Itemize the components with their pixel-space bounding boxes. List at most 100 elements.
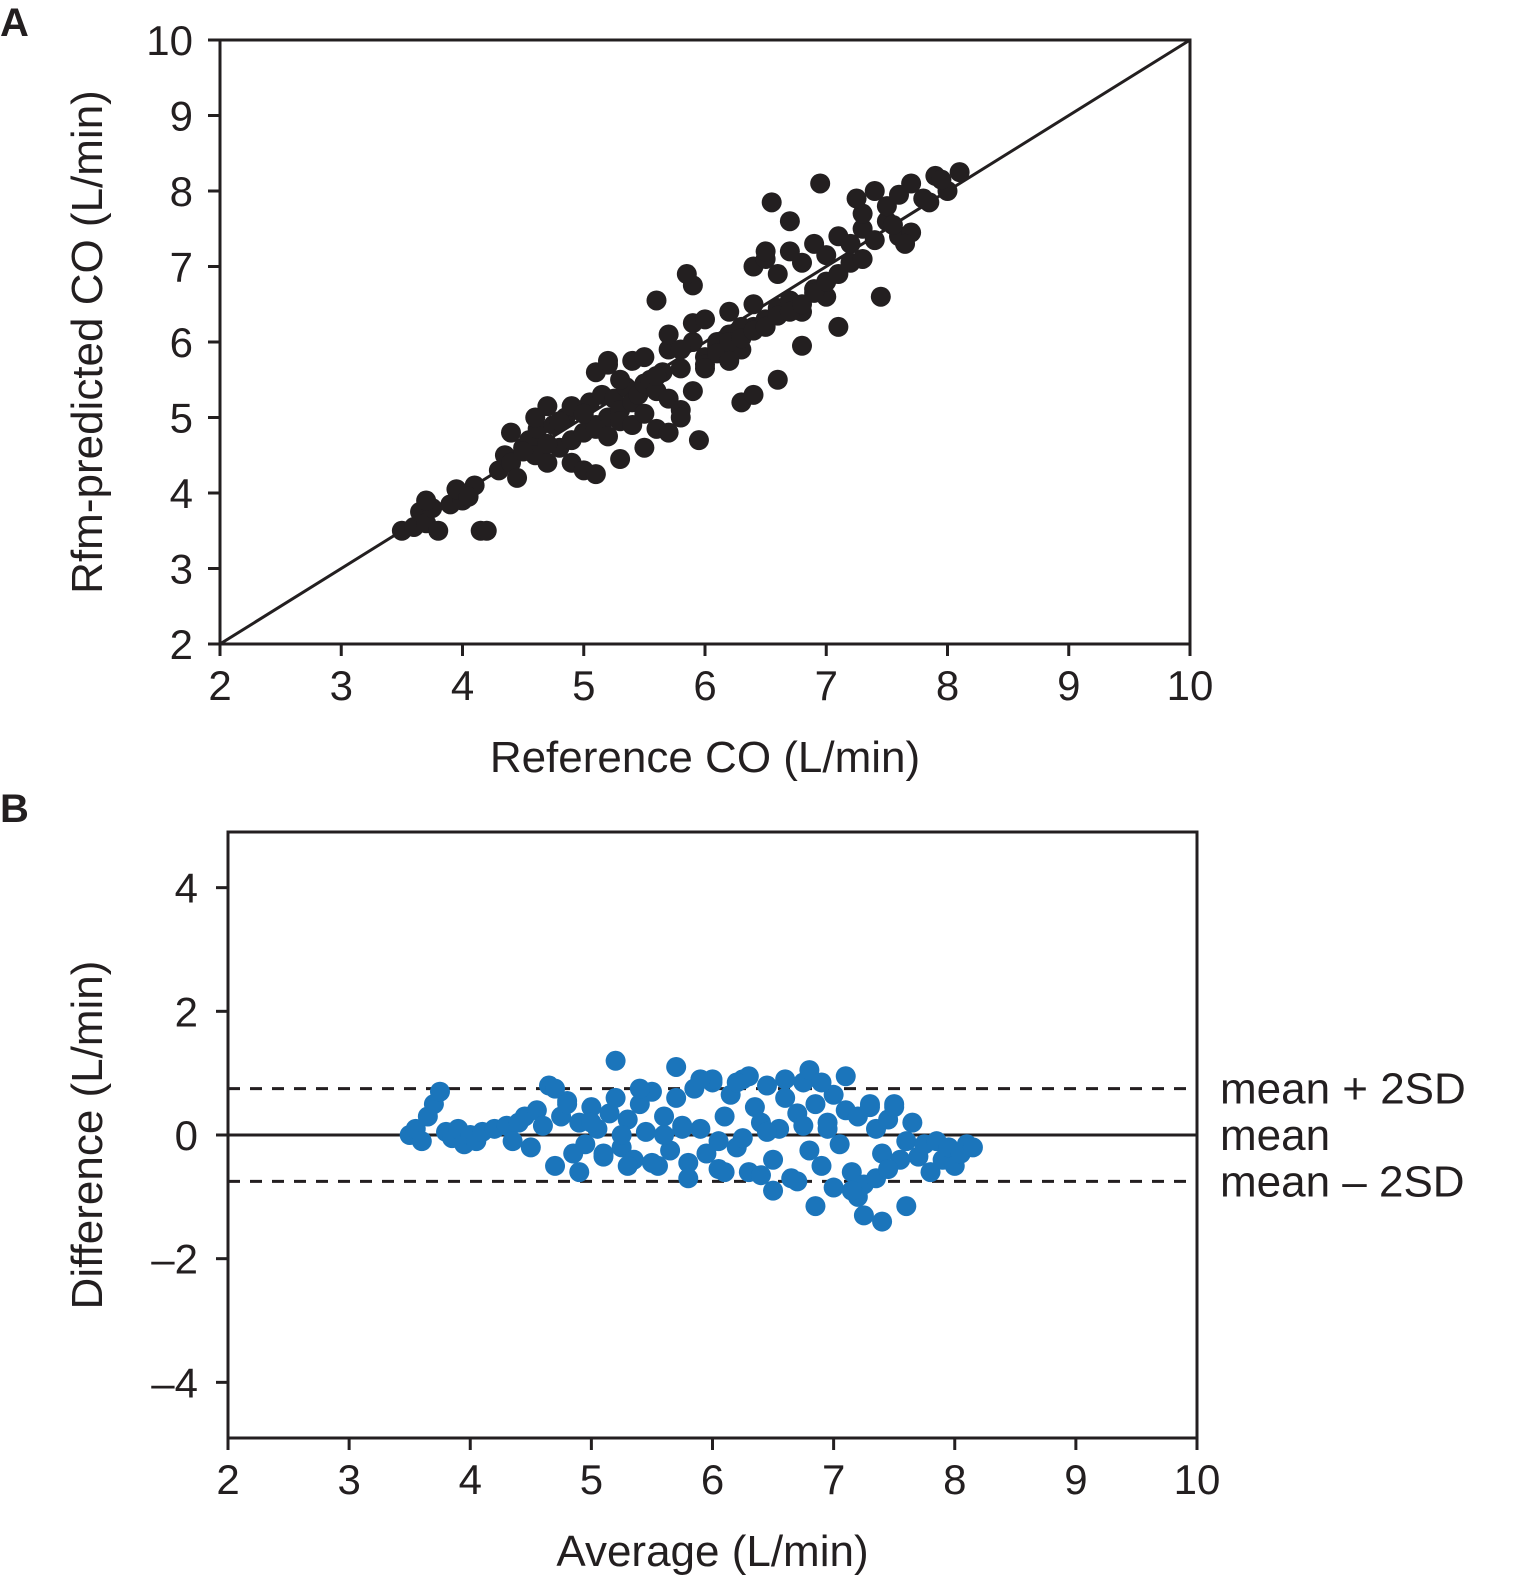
y-tick-label: –2: [151, 1236, 198, 1283]
data-point: [557, 1094, 578, 1115]
y-tick-label: 2: [175, 988, 198, 1035]
data-point: [658, 324, 679, 345]
data-point: [931, 169, 952, 190]
data-point: [660, 1140, 681, 1161]
data-point: [872, 1143, 893, 1164]
data-point: [416, 490, 437, 511]
x-tick-label: 6: [693, 662, 716, 709]
y-tick-label: 3: [170, 546, 193, 593]
data-point: [513, 441, 534, 462]
y-tick-label: 8: [170, 168, 193, 215]
data-point: [678, 1152, 699, 1173]
data-point: [901, 173, 922, 194]
data-point: [676, 264, 697, 285]
data-point: [817, 1118, 838, 1139]
data-point: [870, 286, 891, 307]
data-point: [743, 384, 764, 405]
data-point: [779, 211, 800, 232]
data-point: [793, 1115, 814, 1136]
x-tick-label: 8: [943, 1456, 966, 1503]
data-point: [799, 1060, 820, 1081]
data-point: [629, 1094, 650, 1115]
data-point: [732, 1128, 753, 1149]
x-tick-label: 7: [815, 662, 838, 709]
data-point: [726, 1072, 747, 1093]
data-point: [761, 192, 782, 213]
data-point: [775, 1087, 796, 1108]
data-point: [605, 1050, 626, 1071]
data-point: [670, 358, 691, 379]
x-tick-label: 3: [337, 1456, 360, 1503]
data-point: [629, 1078, 650, 1099]
data-point: [573, 403, 594, 424]
data-points: [391, 162, 970, 541]
x-tick-label: 8: [936, 662, 959, 709]
x-tick-label: 3: [330, 662, 353, 709]
data-point: [599, 1103, 620, 1124]
reference-line-label: mean – 2SD: [1220, 1157, 1465, 1206]
data-point: [823, 1084, 844, 1105]
data-point: [895, 233, 916, 254]
data-point: [767, 264, 788, 285]
x-tick-label: 4: [451, 662, 474, 709]
data-point: [714, 1106, 735, 1127]
data-point: [537, 396, 558, 417]
y-tick-label: 4: [170, 470, 193, 517]
data-point: [634, 437, 655, 458]
data-point: [545, 1155, 566, 1176]
panel-letter: A: [0, 1, 29, 45]
x-tick-label: 5: [572, 662, 595, 709]
data-point: [634, 403, 655, 424]
data-point: [811, 1072, 832, 1093]
data-point: [750, 1165, 771, 1186]
y-axis-title: Difference (L/min): [63, 961, 112, 1310]
data-point: [617, 1155, 638, 1176]
x-tick-label: 9: [1064, 1456, 1087, 1503]
data-point: [575, 1134, 596, 1155]
data-point: [610, 449, 631, 470]
data-point: [743, 294, 764, 315]
data-point: [581, 1097, 602, 1118]
panel-letter: B: [0, 787, 29, 831]
identity-line: [219, 38, 1191, 646]
data-point: [526, 1100, 547, 1121]
data-point: [617, 1109, 638, 1130]
data-point: [744, 1097, 765, 1118]
data-point: [654, 1106, 675, 1127]
data-point: [670, 339, 691, 360]
panel-a: A 2 3 4 5 6 7 8 9 10 2 3 4 5 6 7 8 9 10 Reference CO (L/min…: [0, 1, 1213, 782]
data-point: [810, 173, 831, 194]
data-point: [695, 358, 715, 379]
data-point: [792, 335, 812, 356]
data-point: [829, 1134, 850, 1155]
x-tick-label: 9: [1057, 662, 1080, 709]
data-point: [507, 467, 528, 488]
data-point: [878, 1159, 899, 1180]
data-point: [859, 1094, 880, 1115]
x-axis-title: Reference CO (L/min): [490, 733, 920, 782]
data-point: [949, 162, 970, 183]
x-tick-label: 10: [1167, 662, 1214, 709]
y-tick-label: 0: [175, 1112, 198, 1159]
data-point: [763, 1180, 784, 1201]
reference-line-label: mean: [1220, 1111, 1330, 1160]
data-point: [853, 1205, 874, 1226]
data-point: [884, 1097, 905, 1118]
data-point: [852, 248, 873, 269]
y-tick-label: 4: [175, 865, 198, 912]
y-tick-label: 6: [170, 319, 193, 366]
data-point: [755, 241, 776, 262]
data-point: [708, 1131, 729, 1152]
data-point: [549, 411, 570, 432]
data-point: [792, 252, 812, 273]
data-points: [399, 1050, 983, 1232]
data-point: [840, 233, 861, 254]
data-point: [646, 365, 667, 386]
data-point: [635, 1121, 656, 1142]
data-point: [852, 203, 873, 224]
data-point: [593, 1143, 614, 1164]
data-point: [532, 1115, 553, 1136]
data-point: [476, 520, 497, 541]
data-point: [581, 1112, 602, 1133]
